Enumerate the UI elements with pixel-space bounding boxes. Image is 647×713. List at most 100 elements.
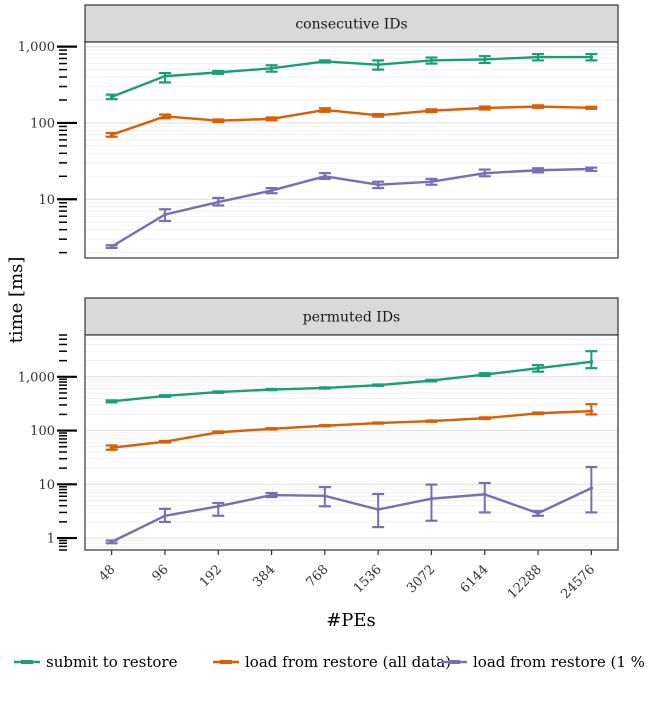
data-point xyxy=(216,390,221,394)
data-point xyxy=(109,445,114,450)
x-tick-label: 384 xyxy=(250,562,278,590)
data-point xyxy=(323,59,327,64)
data-point xyxy=(376,113,380,118)
data-point xyxy=(536,55,540,59)
data-point xyxy=(429,58,434,63)
y-tick-label: 1 xyxy=(47,532,55,547)
data-point xyxy=(589,55,594,59)
data-point xyxy=(482,492,487,497)
legend-item-0: submit to restore xyxy=(14,653,178,671)
series-line xyxy=(111,409,592,449)
data-point xyxy=(269,188,274,193)
data-point xyxy=(536,511,540,516)
data-point xyxy=(376,383,380,387)
series-line xyxy=(111,487,592,543)
data-point xyxy=(269,493,274,497)
series-2 xyxy=(105,465,598,545)
data-point xyxy=(163,74,167,78)
data-point xyxy=(536,104,540,109)
data-point xyxy=(269,117,274,121)
data-point xyxy=(269,66,274,71)
legend: submit to restore load from restore (all … xyxy=(14,653,645,671)
panel-strip xyxy=(84,297,619,336)
panel-border xyxy=(84,334,619,551)
error-bar xyxy=(425,483,438,522)
series-line xyxy=(111,55,592,98)
data-point xyxy=(482,106,487,110)
data-point xyxy=(429,108,434,113)
panel-title: permuted IDs xyxy=(303,310,401,326)
data-point xyxy=(589,409,594,413)
data-point xyxy=(429,496,434,501)
x-tick-label: 3072 xyxy=(404,562,438,596)
x-tick-label: 12288 xyxy=(505,562,545,602)
data-point xyxy=(109,132,114,137)
x-tick-label: 6144 xyxy=(458,562,492,596)
series-0 xyxy=(105,350,598,404)
series-0 xyxy=(105,52,598,101)
data-point xyxy=(589,360,594,364)
data-point xyxy=(536,366,540,370)
data-point xyxy=(376,507,380,512)
y-axis-title: time [ms] xyxy=(6,257,27,344)
data-point xyxy=(163,114,167,119)
series-2 xyxy=(105,166,598,250)
panel-1: permuted IDs 1 10 100 1,000 48 96 192 384 768 1536… xyxy=(18,297,619,602)
y-tick-label: 1,000 xyxy=(18,40,55,55)
y-tick-label: 100 xyxy=(30,424,55,439)
y-tick-label: 100 xyxy=(30,116,55,131)
data-point xyxy=(109,95,114,99)
data-point xyxy=(216,430,221,435)
panel-0: consecutive IDs 10 100 1,000 xyxy=(18,4,619,259)
y-tick-label: 10 xyxy=(38,193,55,208)
data-point xyxy=(323,174,327,179)
data-point xyxy=(109,244,114,249)
data-point xyxy=(323,108,327,112)
data-point xyxy=(482,372,487,377)
x-tick-label: 768 xyxy=(304,562,332,590)
series-line xyxy=(111,360,592,403)
data-point xyxy=(163,394,167,398)
data-point xyxy=(536,411,540,416)
panel-border xyxy=(84,41,619,259)
data-point xyxy=(323,494,327,498)
data-point xyxy=(109,540,114,544)
error-bar xyxy=(478,481,491,514)
legend-label: load from restore (all data) xyxy=(245,653,451,671)
data-point xyxy=(216,504,221,509)
legend-item-2: load from restore (1 % xyxy=(441,653,645,671)
data-point xyxy=(323,423,327,428)
data-point xyxy=(429,378,434,383)
panel-title: consecutive IDs xyxy=(295,17,407,33)
data-point xyxy=(269,387,274,392)
data-point xyxy=(269,426,274,431)
data-point xyxy=(109,399,114,404)
data-point xyxy=(323,386,327,390)
data-point xyxy=(376,182,380,187)
y-tick-label: 10 xyxy=(38,478,55,493)
panel-strip xyxy=(84,4,619,43)
data-point xyxy=(376,421,380,425)
x-tick-label: 192 xyxy=(197,562,225,590)
data-point xyxy=(376,62,380,67)
data-point xyxy=(429,419,434,423)
legend-label: submit to restore xyxy=(46,653,178,671)
data-point xyxy=(589,105,594,110)
data-point xyxy=(163,513,167,518)
data-point xyxy=(163,212,167,217)
data-point xyxy=(482,57,487,62)
data-point xyxy=(482,416,487,420)
x-tick-label: 1536 xyxy=(351,562,385,596)
data-point xyxy=(216,200,221,204)
x-tick-label: 48 xyxy=(96,562,118,584)
data-point xyxy=(429,179,434,184)
data-point xyxy=(482,171,487,175)
data-point xyxy=(163,439,167,444)
data-point xyxy=(216,70,221,75)
data-point xyxy=(536,168,540,173)
error-bar xyxy=(585,350,598,370)
y-tick-label: 1,000 xyxy=(18,370,55,385)
legend-item-1: load from restore (all data) xyxy=(213,653,451,671)
x-tick-label: 24576 xyxy=(558,562,598,602)
